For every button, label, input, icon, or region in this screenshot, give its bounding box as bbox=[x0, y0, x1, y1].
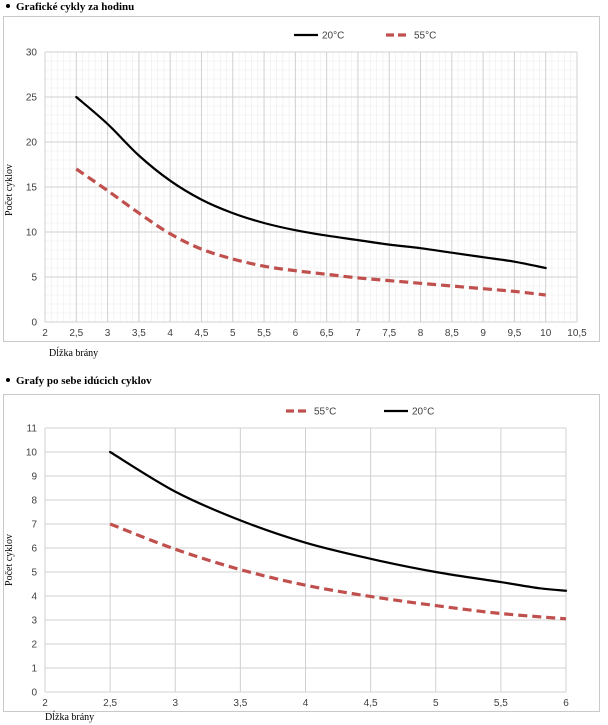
x-tick-label: 3,5 bbox=[132, 328, 146, 339]
x-tick-label: 4,5 bbox=[195, 328, 209, 339]
y-tick-label: 6 bbox=[31, 544, 37, 555]
y-tick-label: 5 bbox=[31, 568, 37, 579]
bullet-icon bbox=[6, 4, 10, 9]
chart1-x-axis-label: Dĺžka brány bbox=[49, 348, 99, 359]
y-tick-label: 10 bbox=[26, 228, 38, 239]
x-tick-label: 8 bbox=[418, 328, 424, 339]
x-tick-label: 5 bbox=[433, 698, 439, 709]
chart1-heading-text: Grafické cykly za hodinu bbox=[16, 1, 135, 13]
x-tick-label: 3 bbox=[172, 698, 178, 709]
x-tick-label: 2,5 bbox=[103, 698, 117, 709]
legend-label-55c: 55°C bbox=[314, 407, 336, 418]
y-tick-label: 20 bbox=[26, 138, 38, 149]
x-tick-label: 5 bbox=[230, 328, 236, 339]
y-tick-label: 5 bbox=[31, 273, 37, 284]
bullet-icon bbox=[6, 378, 10, 383]
legend-label-20c: 20°C bbox=[412, 407, 434, 418]
x-tick-label: 2 bbox=[42, 328, 48, 339]
x-tick-label: 9 bbox=[480, 328, 486, 339]
y-axis-label: Počet cyklov bbox=[4, 534, 15, 586]
y-tick-label: 30 bbox=[26, 48, 38, 59]
legend-label-55c: 55°C bbox=[414, 31, 436, 42]
x-tick-label: 4 bbox=[167, 328, 173, 339]
chart2-major-grid bbox=[44, 427, 567, 693]
x-tick-label: 9,5 bbox=[507, 328, 521, 339]
x-tick-label: 2,5 bbox=[69, 328, 83, 339]
y-tick-label: 7 bbox=[31, 520, 37, 531]
series-line-20c bbox=[75, 95, 547, 270]
y-tick-label: 15 bbox=[26, 183, 38, 194]
x-tick-label: 10,5 bbox=[567, 328, 587, 339]
x-tick-label: 7 bbox=[355, 328, 361, 339]
y-tick-label: 10 bbox=[26, 448, 38, 459]
x-tick-label: 5,5 bbox=[257, 328, 271, 339]
y-tick-label: 1 bbox=[31, 664, 37, 675]
x-tick-label: 6,5 bbox=[320, 328, 334, 339]
x-tick-label: 4 bbox=[303, 698, 309, 709]
series-line-20c bbox=[109, 450, 568, 592]
x-tick-label: 3 bbox=[105, 328, 111, 339]
x-tick-label: 4,5 bbox=[364, 698, 378, 709]
x-tick-label: 10 bbox=[540, 328, 552, 339]
chart1-heading: Grafické cykly za hodinu bbox=[0, 1, 134, 13]
y-tick-label: 11 bbox=[27, 424, 38, 435]
y-tick-label: 3 bbox=[31, 616, 37, 627]
chart2-x-axis-label: Dĺžka brány bbox=[45, 712, 95, 723]
series-line-55c bbox=[109, 522, 567, 621]
y-axis-label: Počet cyklov bbox=[4, 164, 15, 216]
y-tick-label: 8 bbox=[31, 496, 37, 507]
x-tick-label: 3,5 bbox=[233, 698, 247, 709]
y-tick-label: 0 bbox=[31, 318, 37, 329]
y-tick-label: 0 bbox=[31, 688, 37, 699]
chart1-major-grid bbox=[44, 51, 578, 323]
x-tick-label: 7,5 bbox=[382, 328, 396, 339]
y-tick-label: 9 bbox=[31, 472, 37, 483]
x-tick-label: 2 bbox=[42, 698, 48, 709]
chart2-heading-text: Grafy po sebe idúcich cyklov bbox=[16, 375, 152, 387]
legend-label-20c: 20°C bbox=[322, 31, 344, 42]
x-tick-label: 6 bbox=[563, 698, 569, 709]
x-tick-label: 6 bbox=[293, 328, 299, 339]
y-tick-label: 2 bbox=[31, 640, 37, 651]
x-tick-label: 5,5 bbox=[494, 698, 508, 709]
chart2-heading: Grafy po sebe idúcich cyklov bbox=[0, 375, 152, 387]
y-tick-label: 25 bbox=[26, 93, 38, 104]
y-tick-label: 4 bbox=[31, 592, 37, 603]
x-tick-label: 8,5 bbox=[445, 328, 459, 339]
